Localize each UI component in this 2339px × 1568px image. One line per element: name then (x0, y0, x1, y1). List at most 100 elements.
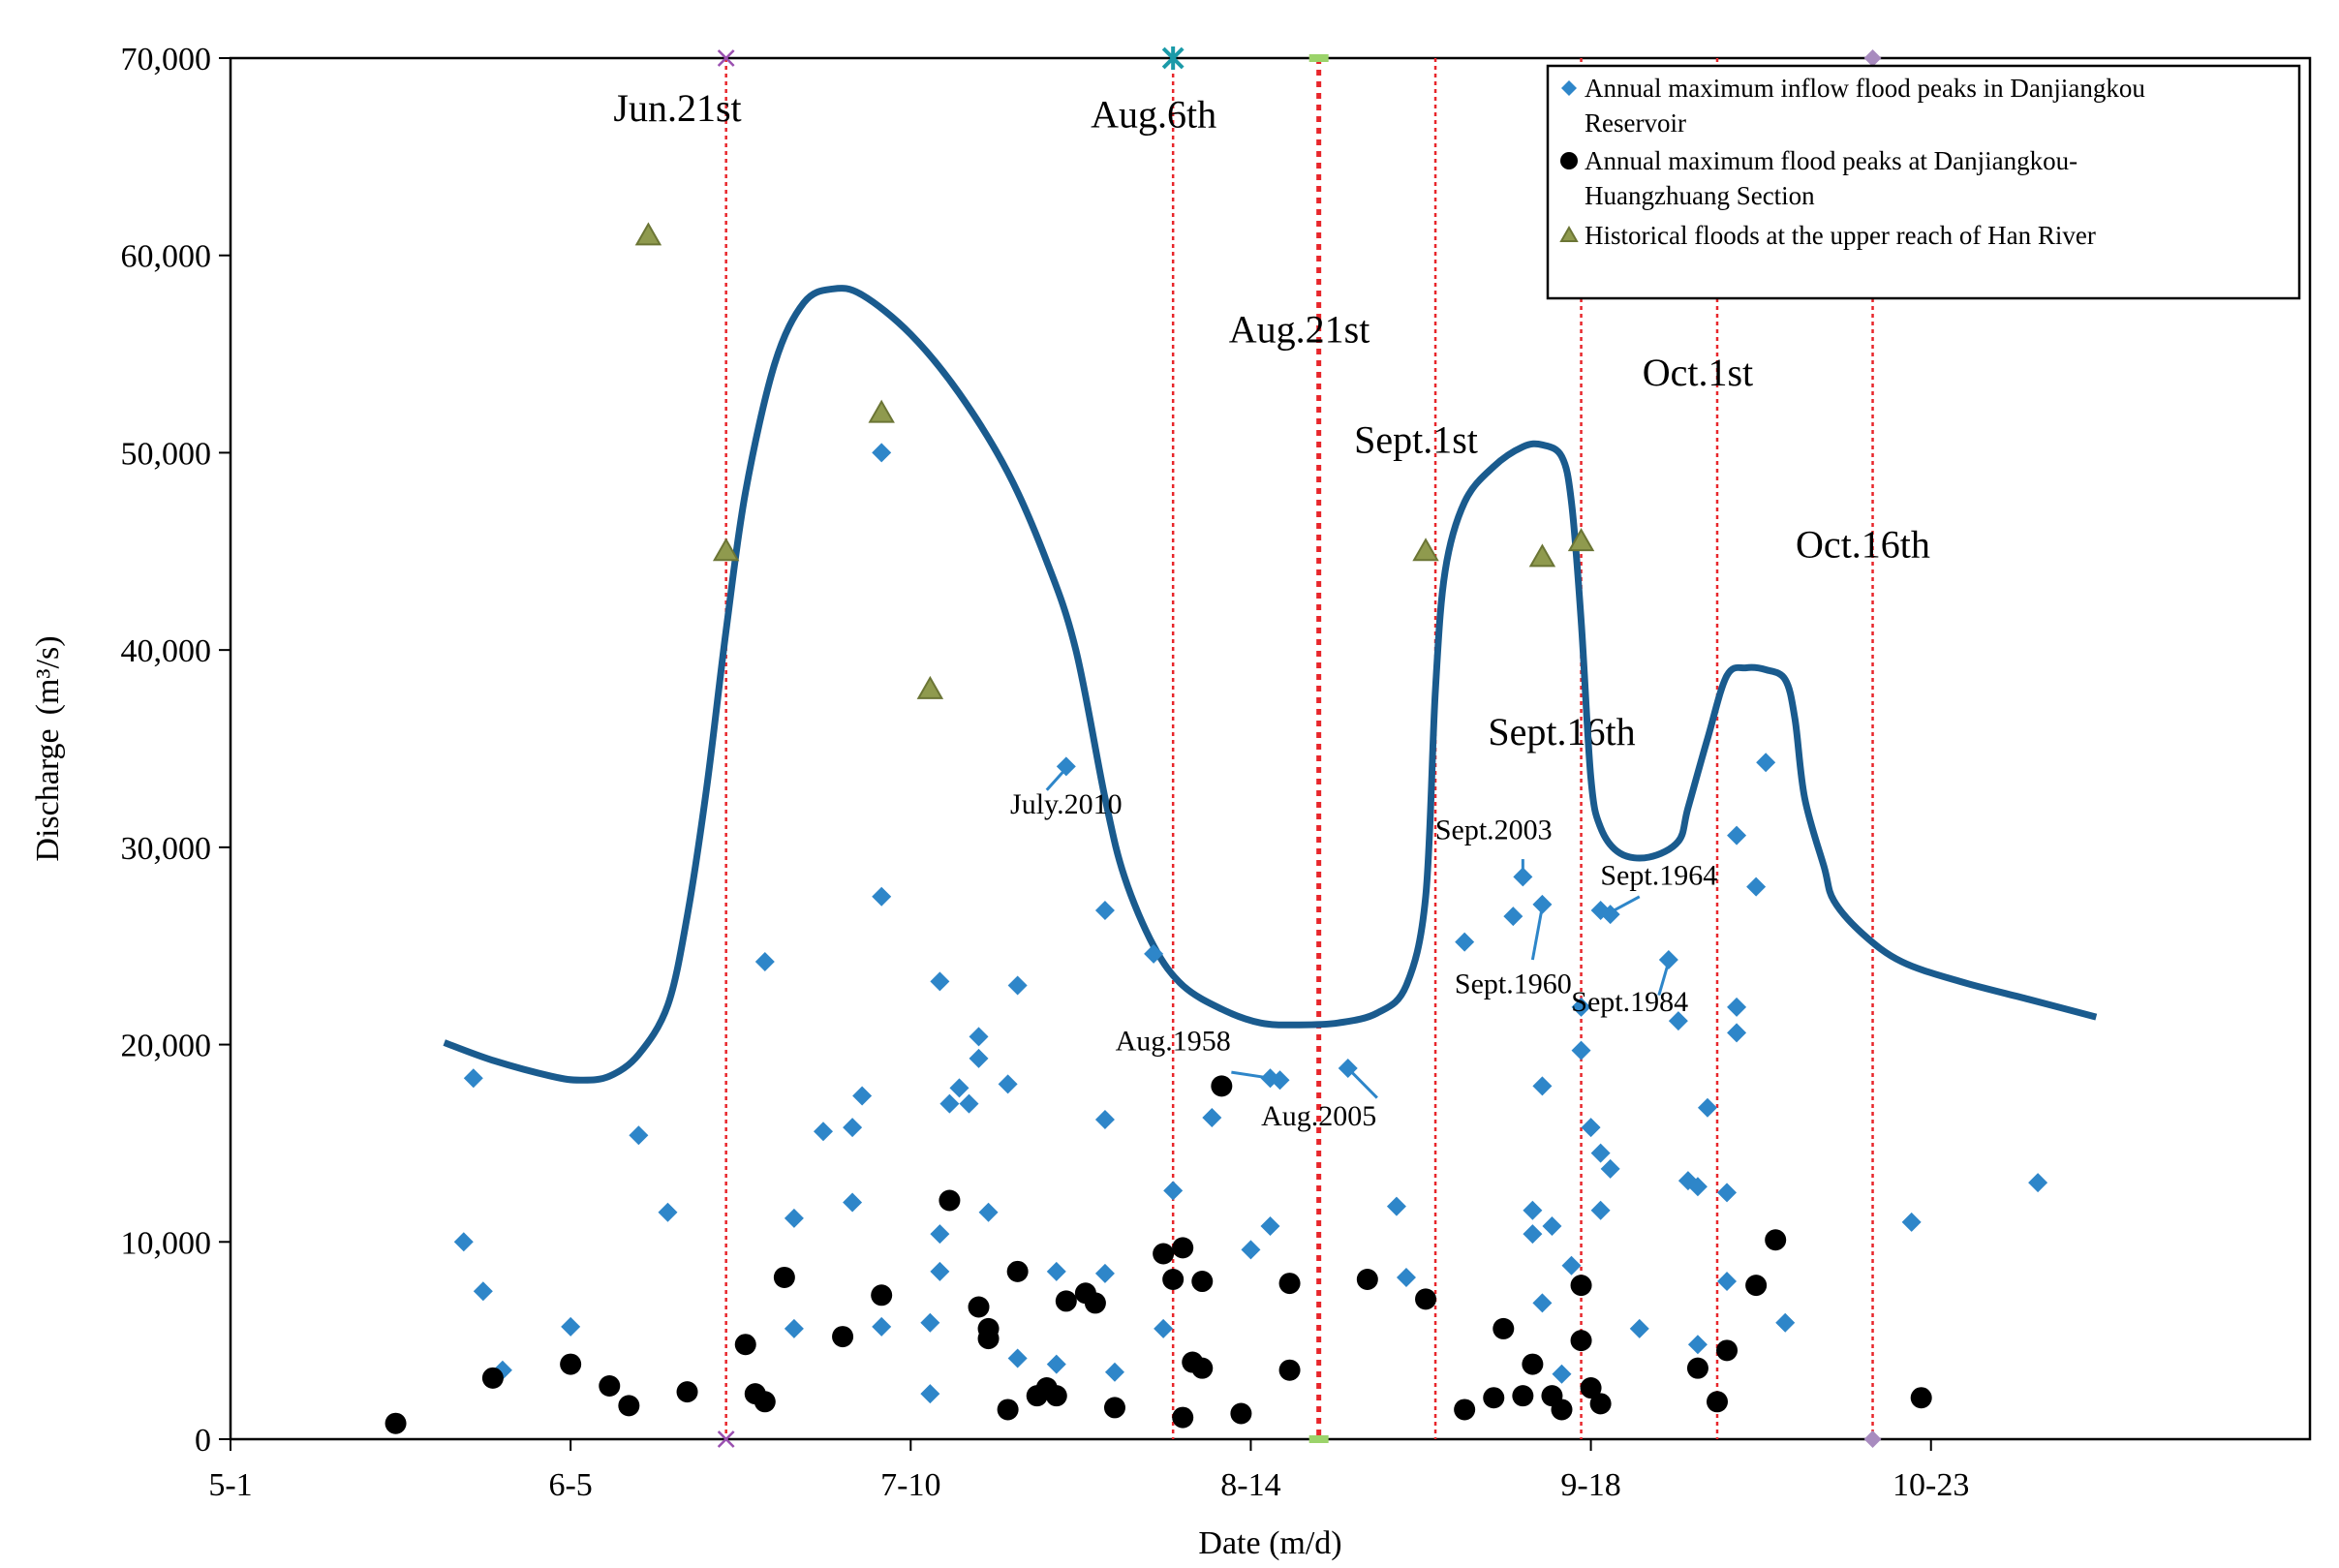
star-marker-top (1161, 46, 1185, 70)
section-peak-point (1230, 1402, 1252, 1425)
inflow-peak-point (852, 1086, 873, 1106)
annotation-leader (1346, 1066, 1378, 1099)
historical-flood-point (634, 222, 662, 246)
inflow-peak-point (1552, 1364, 1572, 1384)
section-peak-point (1580, 1377, 1602, 1399)
section-peak-point (599, 1374, 621, 1397)
inflow-peak-point (1455, 932, 1475, 952)
section-peak-point (871, 1284, 893, 1307)
section-peak-point (1191, 1357, 1214, 1379)
inflow-peak-point (978, 1202, 999, 1222)
inflow-peak-point (930, 1261, 950, 1281)
inflow-peak-point (473, 1281, 493, 1302)
inflow-peak-point (939, 1093, 960, 1114)
inflow-peak-point (998, 1074, 1018, 1094)
annotations-group: July.2010 Sept.2003 Sept.1964 Sept.1960Sept… (1010, 767, 1717, 1132)
inflow-peak-point (1746, 876, 1767, 897)
inflow-peak-point (930, 1224, 950, 1245)
inflow-peak-point (1144, 943, 1164, 964)
section-peak-point (1707, 1391, 1729, 1413)
plot-frame (229, 56, 2312, 1441)
inflow-peak-point (920, 1384, 940, 1404)
section-peak-point (676, 1381, 698, 1403)
inflow-peak-point (1717, 1183, 1738, 1203)
inflow-peak-point (1260, 1215, 1280, 1236)
y-tick-label: 0 (195, 1423, 211, 1459)
historical-flood-point (916, 675, 944, 699)
inflow-peak-point (754, 952, 775, 972)
historical-flood-point (1567, 528, 1595, 552)
y-tick-label: 60,000 (121, 239, 212, 275)
inflow-peak-point (1386, 1196, 1406, 1216)
section-peak-point (1686, 1357, 1708, 1379)
x-tick-label: 6-5 (548, 1467, 592, 1503)
inflow-peak-point (1163, 1181, 1184, 1201)
section-peak-point (1356, 1268, 1378, 1290)
inflow-peak-point (1697, 1097, 1717, 1118)
section-peak-point (560, 1353, 582, 1375)
inflow-peak-point (1523, 1200, 1543, 1220)
legend: Annual maximum inflow flood peaks in Dan… (1546, 64, 2301, 300)
diamond-marker-bottom (1863, 1430, 1882, 1448)
envelope-curve-group (443, 285, 2098, 1084)
inflow-peak-point (1532, 1076, 1553, 1096)
annotation-label: Sept.1964 (1600, 860, 1717, 892)
section-peak-point (773, 1266, 795, 1288)
section-peak-point (1162, 1268, 1185, 1290)
section-peak-point (1055, 1290, 1077, 1312)
inflow-peak-point (930, 971, 950, 992)
legend-label: Huangzhuang Section (1585, 181, 1815, 210)
annotation-label: Sept.1960 (1455, 968, 1572, 1000)
section-peak-point (977, 1317, 1000, 1339)
section-peak-point (1765, 1229, 1787, 1251)
annotation-label: Sept.2003 (1435, 815, 1553, 846)
section-peak-point (1716, 1339, 1739, 1362)
inflow-peak-point (1046, 1354, 1066, 1374)
section-peak-point (1910, 1387, 1932, 1409)
inflow-peak-point (1581, 1118, 1601, 1138)
x-tick-label: 10-23 (1893, 1467, 1969, 1503)
inflow-peak-point (872, 886, 892, 907)
section-peak-point (1103, 1397, 1125, 1419)
annotation-leader (1530, 906, 1544, 961)
inflow-peak-point (784, 1318, 804, 1338)
axes-group: 0 10,000 20,000 30,000 40,000 50,000 60,000 70,… (30, 42, 2312, 1561)
inflow-peak-point (872, 1316, 892, 1337)
legend-label: Historical floods at the upper reach of … (1585, 221, 2096, 250)
legend-marker-triangle (1559, 225, 1579, 242)
inflow-peak-point (813, 1122, 833, 1142)
inflow-peak-point (1561, 1255, 1582, 1276)
inflow-peak-point (1094, 1263, 1115, 1283)
legend-label: Reservoir (1585, 108, 1686, 138)
inflow-peak-point (1503, 907, 1523, 927)
inflow-peak-point (1532, 894, 1553, 914)
section-peak-point (1084, 1292, 1106, 1314)
inflow-peak-point (629, 1125, 649, 1146)
y-tick-label: 40,000 (121, 633, 212, 669)
inflow-peak-point (949, 1078, 969, 1098)
x-axis-label: Date (m/d) (1198, 1525, 1341, 1561)
x-tick-label: 7-10 (880, 1467, 940, 1503)
period-label: Sept.16th (1488, 710, 1635, 753)
section-peak-point (997, 1399, 1019, 1421)
section-peak-point (1172, 1406, 1194, 1429)
inflow-peak-point (1687, 1335, 1708, 1355)
section-peak-point (385, 1412, 407, 1434)
inflow-peak-point (1727, 997, 1747, 1017)
inflow-peak-point (1600, 1158, 1620, 1179)
y-axis-label-unit: (m³/s) (30, 635, 66, 715)
legend-box (1546, 64, 2301, 300)
legend-marker-circle (1560, 152, 1578, 169)
inflow-peak-point (1629, 1318, 1649, 1338)
inflow-peak-point (1154, 1318, 1174, 1338)
y-axis-label: Discharge (m³/s) (30, 635, 66, 861)
inflow-peak-point (1270, 1070, 1290, 1091)
section-peak-point (832, 1326, 854, 1348)
inflow-peak-point (1202, 1107, 1222, 1127)
inflow-peak-point (1901, 1212, 1922, 1232)
inflow-peak-point (1756, 753, 1776, 773)
period-label: Aug.21st (1229, 307, 1370, 351)
dash-marker-top (1308, 54, 1329, 62)
period-label: Jun.21st (613, 86, 741, 130)
annotation-label: Sept.1984 (1571, 986, 1688, 1018)
